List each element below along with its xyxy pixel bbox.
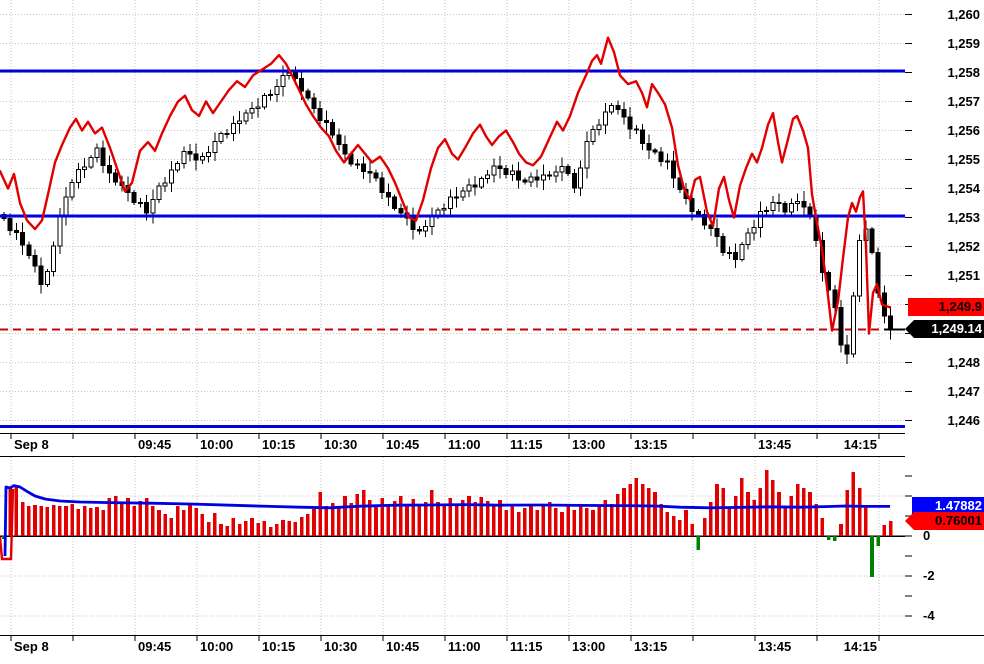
time-ticks-svg [10, 434, 880, 439]
time-label: 09:45 [138, 639, 172, 654]
indicator-tick-label: -4 [923, 608, 935, 623]
marker-arrow-icon [905, 512, 914, 530]
time-label: 10:15 [262, 437, 296, 452]
price-tick-label: 1,260 [947, 6, 980, 22]
time-label: 10:30 [324, 437, 358, 452]
price-tick-label: 1,255 [947, 151, 980, 167]
time-label: 14:15 [843, 437, 877, 452]
date-label: Sep 8 [14, 639, 49, 654]
last-price-marker: 1,249.14 [905, 320, 984, 338]
time-label: 13:45 [758, 639, 792, 654]
time-label: 13:00 [572, 437, 606, 452]
time-label: 10:00 [200, 437, 234, 452]
indicator-tick-label: -2 [923, 568, 935, 583]
time-axis-upper[interactable]: Sep 8 09:45 10:00 10:15 10:30 10:45 11:00 11:15… [0, 433, 905, 457]
price-chart-svg [0, 0, 905, 433]
indicator-svg [0, 457, 905, 635]
price-tick-label: 1,257 [947, 93, 980, 109]
time-label: 11:00 [448, 639, 481, 654]
blue-signal-line [3, 484, 890, 557]
price-tick-label: 1,251 [947, 267, 980, 283]
indicator-tick-label: 0 [923, 528, 931, 543]
histogram-series [2, 470, 893, 577]
time-label: 13:15 [634, 639, 668, 654]
overlay-line-series [0, 36, 892, 335]
time-label: 10:45 [386, 639, 420, 654]
indicator-panel[interactable] [0, 457, 906, 635]
time-label: 10:00 [200, 639, 234, 654]
time-label: 11:15 [510, 639, 543, 654]
price-tick-label: 1,246 [947, 412, 980, 428]
price-tick-label: 1,253 [947, 209, 980, 225]
blue-signal-marker: 1.47882 [912, 497, 984, 515]
time-label: 13:45 [758, 437, 792, 452]
time-axis-lower[interactable]: Sep 8 09:45 10:00 10:15 10:30 10:45 11:00 11:15… [0, 635, 984, 664]
overlay-price-marker: 1,249.9 [908, 298, 984, 316]
price-tick-label: 1,247 [947, 383, 980, 399]
price-tick-label: 1,254 [947, 180, 980, 196]
time-label: 14:15 [843, 639, 877, 654]
time-label: 10:30 [324, 639, 358, 654]
price-axis[interactable]: 1,260 1,259 1,258 1,257 1,256 1,255 1,254 1,253… [905, 0, 984, 433]
time-ticks-svg [10, 636, 880, 641]
price-tick-label: 1,252 [947, 238, 980, 254]
time-label: 11:00 [448, 437, 481, 452]
price-tick-label: 1,256 [947, 122, 980, 138]
indicator-axis-svg [905, 475, 912, 617]
indicator-axis[interactable]: 0 -2 -4 [905, 457, 984, 635]
date-label: Sep 8 [14, 437, 49, 452]
price-chart-panel[interactable] [0, 0, 906, 433]
price-tick-label: 1,259 [947, 35, 980, 51]
time-label: 11:15 [510, 437, 543, 452]
red-signal-marker: 0.76001 [905, 512, 984, 530]
candlestick-series [1, 65, 894, 364]
time-label: 09:45 [138, 437, 172, 452]
time-label: 13:00 [572, 639, 606, 654]
price-tick-label: 1,248 [947, 354, 980, 370]
price-tick-label: 1,258 [947, 64, 980, 80]
marker-arrow-icon [905, 320, 914, 338]
time-label: 10:15 [262, 639, 296, 654]
time-label: 13:15 [634, 437, 668, 452]
time-label: 10:45 [386, 437, 420, 452]
